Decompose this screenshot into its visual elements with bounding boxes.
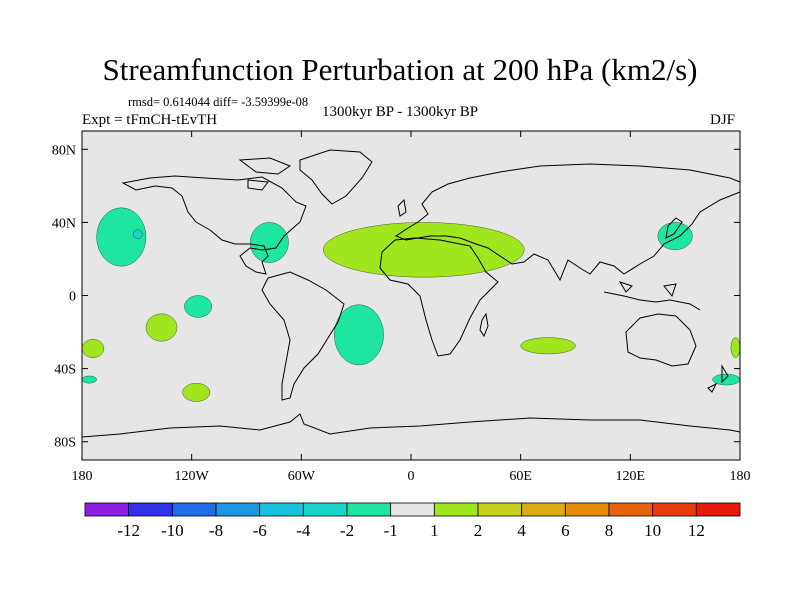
colorbar-swatch [390, 502, 435, 517]
anomaly-indian-ocean-high [520, 337, 576, 355]
coast-greenland [299, 149, 373, 205]
colorbar-label: -6 [253, 521, 267, 540]
x-tick-label: 120E [616, 469, 646, 484]
anomaly-dateline-high-east [730, 337, 741, 358]
x-tick-label: 60E [509, 469, 532, 484]
coast-australia [625, 313, 697, 367]
x-tick-label: 180 [730, 469, 751, 484]
x-tick-label: 120W [175, 469, 210, 484]
colorbar-label: 2 [474, 521, 483, 540]
coastlines [81, 149, 741, 438]
anomaly-caribbean-low [250, 222, 289, 263]
colorbar-swatch [84, 502, 130, 517]
colorbar-label: -2 [340, 521, 354, 540]
anomaly-layer [81, 207, 741, 402]
colorbar-label: -1 [384, 521, 398, 540]
anomaly-north-pacific-low [96, 207, 147, 267]
anomaly-south-pacific-high [182, 383, 211, 402]
colorbar-label: 1 [430, 521, 439, 540]
x-tick-label: 180 [72, 469, 93, 484]
y-tick-label: 0 [69, 290, 76, 305]
colorbar-swatch [302, 502, 348, 517]
coast-south-america [261, 271, 345, 401]
colorbar-label: 4 [517, 521, 526, 540]
coast-north-america [121, 175, 307, 275]
y-tick-label: 80S [54, 436, 76, 451]
anomaly-dateline-high-west [81, 339, 105, 358]
colorbar-label: 8 [605, 521, 614, 540]
rmsd-diff-label: rmsd= 0.614044 diff= -3.59399e-08 [128, 95, 309, 109]
colorbar-swatch [128, 502, 173, 517]
colorbar-swatch [652, 502, 697, 517]
map-background [82, 131, 740, 460]
y-axis: 80N 40N 0 40S 80S [52, 143, 740, 451]
colorbar-label: 12 [688, 521, 705, 540]
anomaly-central-pacific-low [184, 295, 212, 318]
y-tick-label: 40N [52, 216, 76, 231]
x-tick-label: 60W [288, 469, 316, 484]
coast-eurasia [394, 163, 741, 282]
colorbar-label: -4 [296, 521, 311, 540]
season-label: DJF [710, 112, 736, 128]
anomaly-saharan-high [323, 222, 525, 278]
anomaly-dateline-low-west [81, 375, 97, 384]
anomaly-south-atlantic-low [334, 304, 384, 366]
chart-title: Streamfunction Perturbation at 200 hPa (… [102, 52, 698, 87]
colorbar-label: -8 [209, 521, 223, 540]
y-tick-label: 40S [54, 363, 76, 378]
colorbar-swatch [521, 502, 566, 517]
y-tick-label: 80N [52, 143, 76, 158]
coast-antarctica [81, 413, 741, 438]
period-label: 1300kyr BP - 1300kyr BP [322, 104, 479, 120]
colorbar-swatch [695, 502, 741, 517]
colorbar-swatch [433, 502, 479, 517]
coast-madagascar [479, 312, 489, 338]
colorbar-swatch [564, 502, 610, 517]
colorbar-swatch [171, 502, 217, 517]
colorbar-label: -10 [161, 521, 184, 540]
colorbar-swatch [477, 502, 523, 517]
coast-arctic-islands [238, 157, 292, 191]
coast-indonesia [603, 281, 701, 311]
coast-africa [379, 237, 499, 357]
coast-uk [397, 198, 407, 217]
colorbar-label: 6 [561, 521, 570, 540]
x-tick-label: 0 [408, 469, 415, 484]
colorbar-label: 10 [644, 521, 661, 540]
experiment-label: Expt = tFmCH-tEvTH [82, 112, 218, 128]
colorbar-swatch [259, 502, 304, 517]
anomaly-southeast-pacific-high [145, 313, 178, 342]
colorbar-swatch [608, 502, 654, 517]
coast-japan [665, 217, 683, 239]
anomaly-north-pacific-core [133, 229, 143, 239]
x-axis: 180 120W 60W 0 60E 120E 180 [72, 131, 751, 484]
coast-new-zealand [707, 364, 729, 393]
colorbar-swatch [346, 502, 392, 517]
colorbar-label: -12 [117, 521, 140, 540]
colorbar-swatch [215, 502, 261, 517]
colorbar: -12 -10 -8 -6 -4 -2 -1 1 2 4 6 8 10 12 [84, 502, 741, 540]
